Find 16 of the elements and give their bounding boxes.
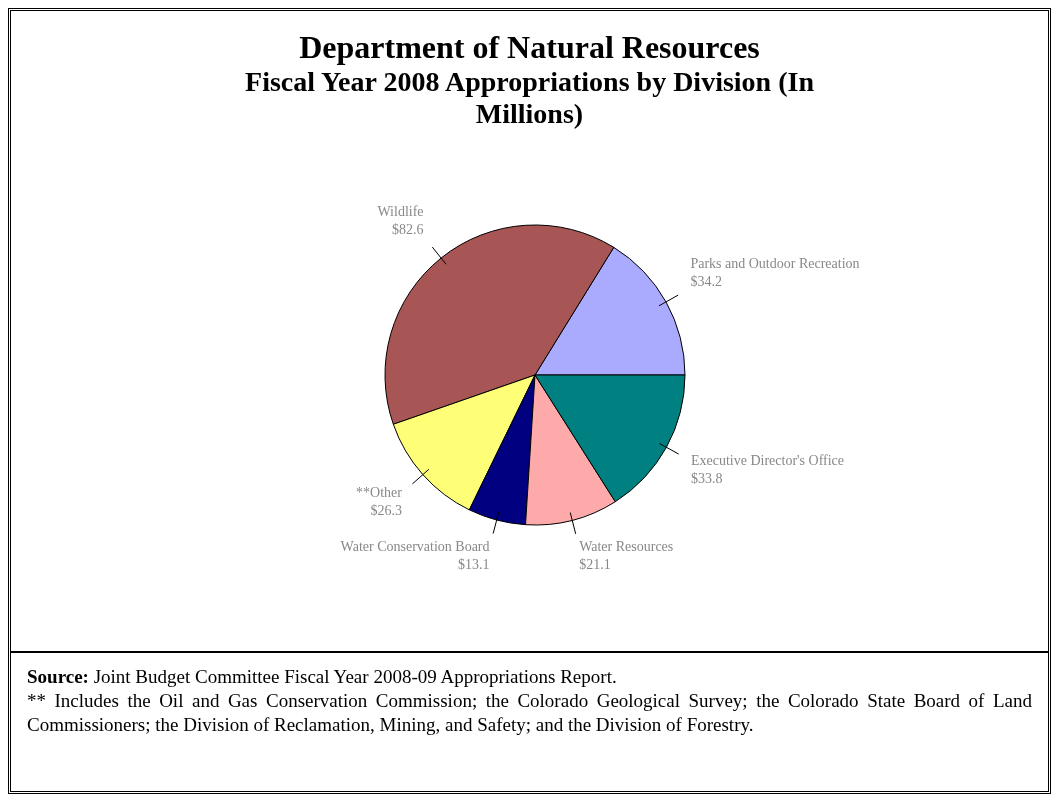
slice-label: Parks and Outdoor Recreation <box>689 256 860 272</box>
slice-label: Water Resources <box>578 539 673 555</box>
slice-label: **Other <box>355 485 402 501</box>
data-label: $26.3 <box>369 503 402 519</box>
slice-label: Executive Director's Office <box>690 452 844 468</box>
data-label: $82.6 <box>391 222 424 238</box>
data-label: $33.8 <box>690 470 722 486</box>
text: ** Includes the Oil and Gas Conservation Commission; the Colorado Geological Survey; the Colorado State Board of Land Commissioners; the Division of Reclamation, Mining, and Safety; and the Division of Forestry. <box>27 690 1032 735</box>
slice-label: Water Conservation Board <box>340 539 490 555</box>
data-label: $34.2 <box>689 274 722 290</box>
slice-label: Wildlife <box>376 204 424 220</box>
data-label: $13.1 <box>457 557 490 573</box>
source-note: Source: Joint Budget Committee Fiscal Year 2008-09 Appropriations Report. <box>27 666 617 687</box>
chart-subtitle: Fiscal Year 2008 Appropriations by Division (In Millions) <box>244 66 815 130</box>
chart-title: Department of Natural Resources <box>299 29 760 66</box>
data-label: $21.1 <box>578 557 611 573</box>
